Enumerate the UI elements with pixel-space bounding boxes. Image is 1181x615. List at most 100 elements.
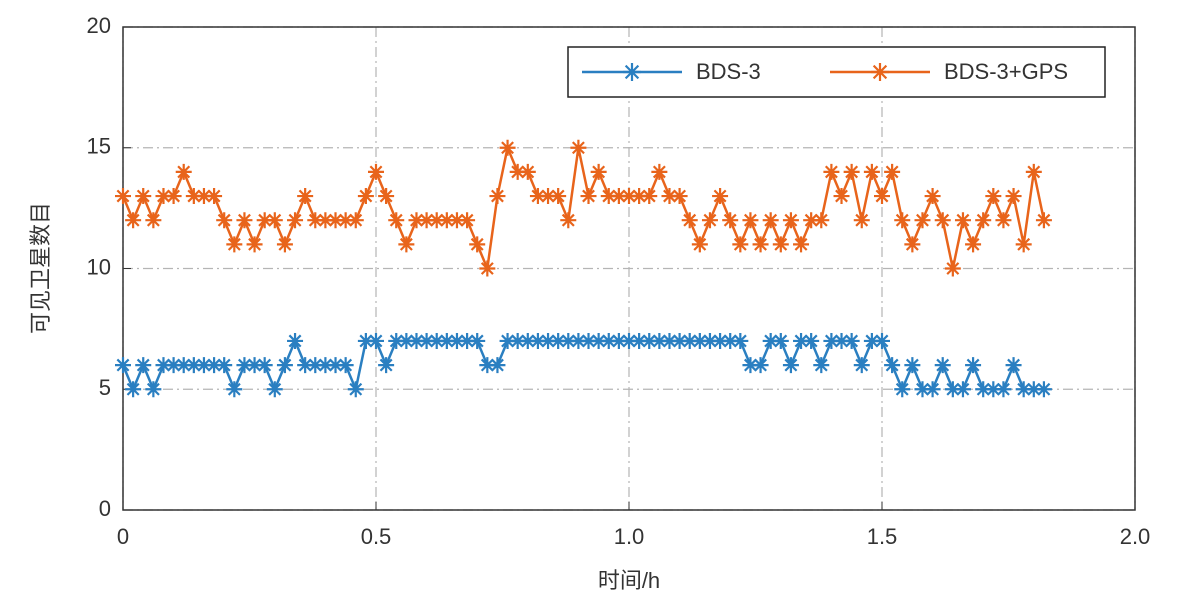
marker [782,357,799,374]
marker [803,212,820,229]
marker [540,188,557,205]
marker [297,357,314,374]
marker [125,212,142,229]
marker [1005,188,1022,205]
marker [226,381,243,398]
marker [954,381,971,398]
marker [894,381,911,398]
marker [266,381,283,398]
marker [742,357,759,374]
marker [378,188,395,205]
marker [843,332,860,349]
marker [813,212,830,229]
marker [256,357,273,374]
marker [944,260,961,277]
marker [894,212,911,229]
marker [550,188,567,205]
marker [793,332,810,349]
y-axis-label: 可见卫星数目 [28,202,53,334]
marker [297,188,314,205]
marker [115,188,131,205]
y-tick-label: 0 [99,496,111,521]
y-tick-label: 15 [87,134,111,159]
marker [1015,381,1032,398]
marker [357,332,374,349]
marker [803,332,820,349]
marker [519,163,536,180]
marker [428,332,445,349]
marker [681,332,698,349]
marker [347,381,364,398]
marker [479,357,496,374]
marker [165,357,182,374]
legend-marker [623,63,641,81]
marker [661,188,678,205]
x-tick-label: 2.0 [1120,524,1151,549]
marker [206,188,223,205]
marker [155,188,172,205]
marker [499,139,516,156]
legend-marker [871,63,889,81]
marker [641,188,658,205]
marker [914,212,931,229]
marker [580,332,597,349]
marker [469,236,486,253]
marker [1035,381,1052,398]
marker [944,381,961,398]
marker [985,381,1002,398]
marker [600,332,617,349]
marker [388,212,405,229]
marker [1015,236,1032,253]
marker [337,357,354,374]
marker [651,163,668,180]
marker [671,188,688,205]
marker [995,212,1012,229]
marker [175,163,192,180]
marker [924,381,941,398]
marker [135,357,152,374]
marker [975,381,992,398]
marker [904,236,921,253]
marker [489,357,506,374]
marker [216,357,233,374]
marker [701,212,718,229]
marker [216,212,233,229]
marker [954,212,971,229]
marker [843,163,860,180]
marker [307,212,324,229]
marker [985,188,1002,205]
marker [195,188,212,205]
marker [914,381,931,398]
marker [691,332,708,349]
marker [570,332,587,349]
marker [1035,212,1052,229]
series-line [121,143,1046,274]
marker [529,332,546,349]
marker [408,332,425,349]
marker [863,332,880,349]
marker [732,236,749,253]
marker [519,332,536,349]
marker [874,188,890,205]
marker [823,332,840,349]
marker [782,212,799,229]
marker [965,357,982,374]
marker [337,212,354,229]
marker [813,357,830,374]
marker [1005,357,1022,374]
marker [924,188,941,205]
marker [185,357,202,374]
marker [175,357,192,374]
marker [853,357,870,374]
x-tick-label: 0.5 [361,524,392,549]
marker [863,163,880,180]
x-tick-label: 1.0 [614,524,645,549]
marker [317,357,334,374]
marker [762,212,779,229]
marker [276,236,293,253]
marker [246,236,263,253]
marker [509,332,526,349]
marker [509,163,526,180]
marker [459,212,476,229]
marker [691,236,708,253]
